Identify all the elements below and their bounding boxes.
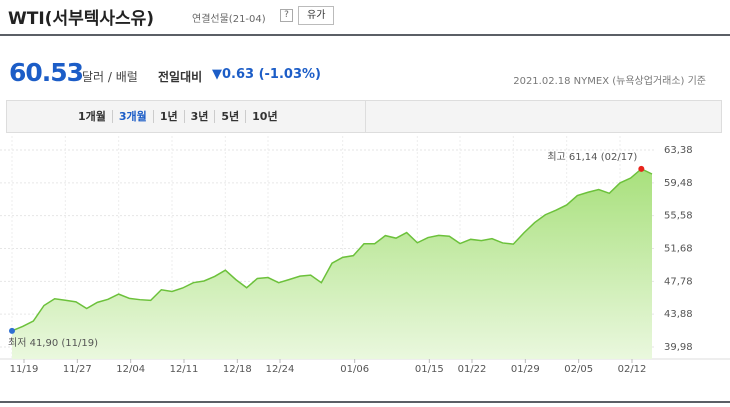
x-tick-label: 01/15 bbox=[415, 364, 444, 375]
period-tab[interactable]: 1년 bbox=[154, 110, 185, 123]
source: 2021.02.18 NYMEX (뉴욕상업거래소) 기준 bbox=[513, 76, 706, 87]
change-label: 전일대비 bbox=[158, 70, 203, 84]
help-icon[interactable]: ? bbox=[280, 9, 293, 22]
y-tick-label: 59,48 bbox=[664, 178, 693, 189]
subtitle: 연결선물(21-04) bbox=[192, 14, 266, 25]
unit: 달러 / 배럴 bbox=[82, 70, 138, 84]
price: 60.53 bbox=[9, 58, 84, 87]
header-rule bbox=[0, 34, 730, 36]
tab-bar bbox=[6, 100, 722, 133]
extreme-point bbox=[638, 165, 645, 172]
x-tick-label: 01/29 bbox=[511, 364, 540, 375]
x-tick-label: 02/12 bbox=[618, 364, 647, 375]
y-tick-label: 51,68 bbox=[664, 244, 693, 255]
annotation: 최고 61,14 (02/17) bbox=[547, 151, 637, 163]
y-tick-label: 39,98 bbox=[664, 342, 693, 353]
extreme-point bbox=[9, 327, 15, 334]
period-tab[interactable]: 10년 bbox=[252, 110, 278, 123]
x-tick-label: 12/04 bbox=[116, 364, 145, 375]
y-tick-label: 55,58 bbox=[664, 211, 693, 222]
oil-button[interactable]: 유가 bbox=[298, 6, 335, 25]
title: WTI(서부텍사스유) bbox=[8, 9, 155, 29]
x-tick-label: 11/27 bbox=[63, 364, 92, 375]
x-tick-label: 12/18 bbox=[223, 364, 252, 375]
x-tick-label: 02/05 bbox=[564, 364, 593, 375]
x-tick-label: 12/11 bbox=[170, 364, 199, 375]
tab-divider bbox=[365, 101, 366, 132]
tabs: 1개월 3개월 1년 3년 5년 10년 bbox=[72, 110, 284, 123]
period-tab[interactable]: 3년 bbox=[185, 110, 216, 123]
annotation: 최저 41,90 (11/19) bbox=[8, 337, 98, 349]
x-tick-label: 12/24 bbox=[266, 364, 295, 375]
y-tick-label: 43,88 bbox=[664, 309, 693, 320]
x-tick-label: 01/06 bbox=[340, 364, 369, 375]
change: ▼0.63 (-1.03%) bbox=[212, 67, 321, 82]
y-tick-label: 63,38 bbox=[664, 145, 693, 156]
line bbox=[11, 167, 653, 332]
chart: 63,38 59,48 55,58 51,68 47,78 43,88 39,98 11/19… bbox=[0, 136, 730, 403]
period-tab[interactable]: 5년 bbox=[215, 110, 247, 123]
period-tab[interactable]: 3개월 bbox=[113, 110, 154, 123]
y-tick-label: 47,78 bbox=[664, 276, 693, 287]
x-tick-label: 11/19 bbox=[10, 364, 39, 375]
period-tab[interactable]: 1개월 bbox=[72, 110, 113, 123]
x-tick-label: 01/22 bbox=[458, 364, 487, 375]
